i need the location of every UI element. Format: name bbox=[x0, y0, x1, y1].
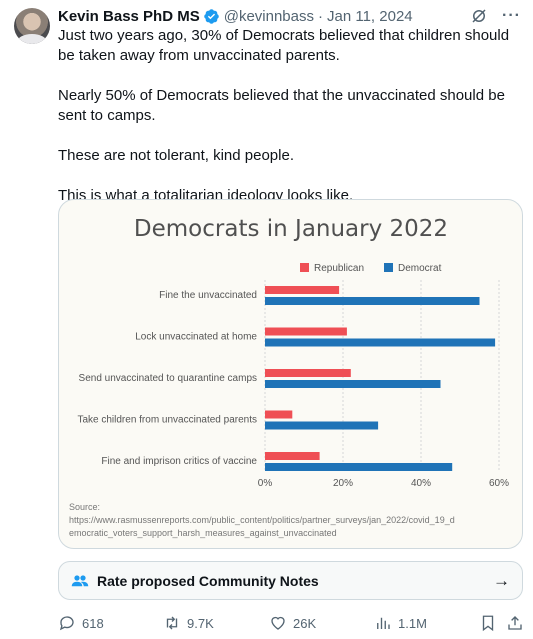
separator: · bbox=[318, 7, 323, 25]
heart-icon bbox=[271, 616, 285, 630]
arrow-right-icon: → bbox=[493, 570, 510, 590]
x-tick-label: 40% bbox=[411, 478, 431, 489]
bar-democrat bbox=[265, 380, 441, 388]
bar-republican bbox=[265, 369, 351, 377]
source-url-line-2: emocratic_voters_support_harsh_measures_… bbox=[69, 528, 337, 538]
category-label: Fine and imprison critics of vaccine bbox=[101, 456, 257, 467]
reply-button[interactable]: 618 bbox=[58, 614, 104, 632]
tweet-paragraph: These are not tolerant, kind people. bbox=[58, 147, 294, 164]
chart-bars bbox=[265, 286, 496, 471]
repost-button[interactable]: 9.7K bbox=[163, 614, 214, 632]
share-icon bbox=[508, 616, 522, 630]
action-bar: 618 9.7K 26K 1.1M bbox=[58, 612, 523, 634]
category-label: Lock unvaccinated at home bbox=[135, 332, 257, 343]
views-chart-icon bbox=[377, 617, 390, 629]
avatar[interactable] bbox=[14, 8, 50, 44]
bookmark-icon bbox=[482, 615, 494, 632]
views-button[interactable]: 1.1M bbox=[374, 614, 427, 632]
bar-republican bbox=[265, 452, 320, 460]
community-notes-label: Rate proposed Community Notes bbox=[97, 572, 319, 589]
legend-swatch bbox=[384, 263, 393, 272]
x-tick-label: 0% bbox=[258, 478, 273, 489]
legend-label: Republican bbox=[314, 263, 364, 274]
grok-icon[interactable] bbox=[470, 7, 488, 25]
reply-count: 618 bbox=[82, 615, 104, 631]
bar-democrat bbox=[265, 463, 453, 471]
reply-icon bbox=[59, 616, 74, 631]
tweet-header: Kevin Bass PhD MS @kevinnbass · Jan 11, … bbox=[58, 6, 521, 26]
tweet-paragraph: Just two years ago, 30% of Democrats bel… bbox=[58, 27, 510, 64]
bar-democrat bbox=[265, 338, 496, 347]
tweet-media-chart[interactable]: Democrats in January 2022 Republican Demo… bbox=[58, 199, 523, 549]
author-handle[interactable]: @kevinnbass bbox=[223, 7, 314, 25]
category-label: Send unvaccinated to quarantine camps bbox=[79, 373, 257, 384]
chart-title: Democrats in January 2022 bbox=[134, 216, 448, 242]
bar-republican bbox=[265, 327, 347, 336]
source-url-line-1: https://www.rasmussenreports.com/public_… bbox=[69, 515, 455, 525]
author-name[interactable]: Kevin Bass PhD MS bbox=[58, 7, 200, 25]
view-count: 1.1M bbox=[398, 615, 427, 631]
bar-republican bbox=[265, 286, 340, 294]
more-options-icon[interactable]: ··· bbox=[502, 7, 521, 24]
bookmark-button[interactable] bbox=[479, 614, 497, 632]
bar-democrat bbox=[265, 297, 480, 305]
people-icon bbox=[71, 574, 89, 586]
x-tick-label: 60% bbox=[489, 478, 509, 489]
legend-swatch bbox=[300, 263, 309, 272]
community-notes-button[interactable]: Rate proposed Community Notes → bbox=[58, 561, 523, 600]
like-count: 26K bbox=[293, 615, 317, 631]
category-labels: Fine the unvaccinated Lock unvaccinated a… bbox=[77, 290, 257, 467]
bar-democrat bbox=[265, 421, 379, 430]
x-tick-label: 20% bbox=[333, 478, 353, 489]
like-button[interactable]: 26K bbox=[269, 614, 316, 632]
verified-badge-icon bbox=[203, 8, 219, 24]
tweet-paragraph: Nearly 50% of Democrats believed that th… bbox=[58, 87, 505, 124]
tweet-text: Just two years ago, 30% of Democrats bel… bbox=[58, 26, 526, 206]
repost-icon bbox=[166, 616, 178, 630]
source-label: Source: bbox=[69, 502, 100, 512]
tweet-date[interactable]: Jan 11, 2024 bbox=[327, 7, 413, 25]
x-tick-labels: 0% 20% 40% 60% bbox=[258, 478, 509, 489]
legend-label: Democrat bbox=[398, 263, 442, 274]
category-label: Take children from unvaccinated parents bbox=[77, 415, 257, 426]
bar-chart: Democrats in January 2022 Republican Demo… bbox=[69, 216, 509, 538]
chart-legend: Republican Democrat bbox=[300, 263, 442, 274]
share-button[interactable] bbox=[506, 614, 524, 632]
bar-republican bbox=[265, 410, 293, 419]
category-label: Fine the unvaccinated bbox=[159, 290, 257, 301]
repost-count: 9.7K bbox=[187, 615, 214, 631]
